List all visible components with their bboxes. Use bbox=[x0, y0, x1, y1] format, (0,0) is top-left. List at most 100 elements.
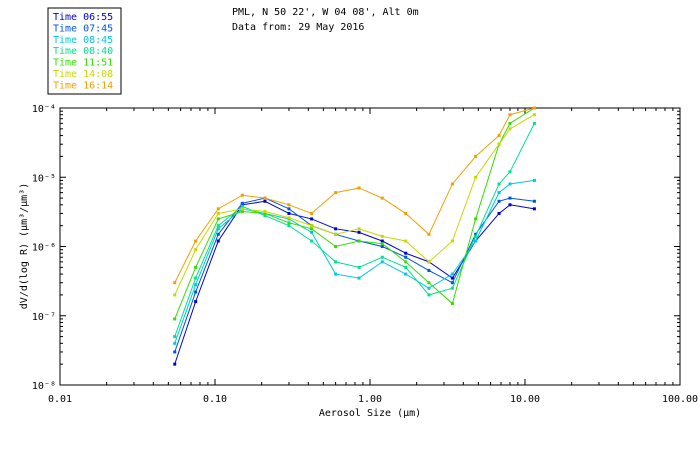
data-point bbox=[497, 142, 501, 146]
series-line-5 bbox=[174, 107, 535, 320]
data-point bbox=[287, 221, 291, 225]
data-point bbox=[427, 286, 431, 290]
data-point bbox=[287, 224, 291, 228]
data-point bbox=[334, 260, 338, 264]
data-point bbox=[474, 175, 478, 179]
data-point bbox=[508, 182, 512, 186]
data-point bbox=[427, 293, 431, 297]
data-point bbox=[357, 239, 361, 243]
data-point bbox=[532, 121, 536, 125]
data-point bbox=[357, 227, 361, 231]
legend-entry: Time 08:45 bbox=[53, 35, 113, 46]
x-tick-label: 10.00 bbox=[510, 394, 540, 405]
y-tick-label: 10⁻⁶ bbox=[32, 243, 56, 254]
data-point bbox=[287, 216, 291, 220]
data-point bbox=[474, 232, 478, 236]
data-point bbox=[310, 211, 314, 215]
data-point bbox=[380, 245, 384, 248]
data-point bbox=[357, 265, 361, 269]
data-point bbox=[173, 293, 177, 297]
x-tick-label: 100.00 bbox=[662, 394, 698, 405]
data-point bbox=[450, 276, 454, 280]
data-point bbox=[404, 251, 408, 255]
legend-entry: Time 06:55 bbox=[53, 12, 113, 23]
data-point bbox=[287, 203, 291, 207]
data-point bbox=[508, 203, 512, 207]
data-point bbox=[427, 232, 431, 236]
y-tick-label: 10⁻⁴ bbox=[32, 104, 56, 115]
data-point bbox=[334, 245, 338, 248]
data-point bbox=[216, 217, 220, 221]
data-point bbox=[287, 211, 291, 215]
y-tick-label: 10⁻⁵ bbox=[32, 173, 56, 184]
data-point bbox=[194, 276, 198, 280]
data-point bbox=[532, 106, 536, 110]
data-point bbox=[508, 113, 512, 117]
data-point bbox=[263, 196, 267, 200]
plot-area bbox=[59, 107, 681, 386]
data-point bbox=[240, 193, 244, 197]
data-point bbox=[380, 234, 384, 238]
data-point bbox=[263, 214, 267, 218]
data-point bbox=[310, 217, 314, 221]
data-point bbox=[497, 199, 501, 203]
chart-subtitle: Data from: 29 May 2016 bbox=[232, 22, 364, 33]
y-tick-label: 10⁻⁸ bbox=[32, 381, 56, 392]
data-point bbox=[173, 335, 177, 339]
x-tick-label: 0.10 bbox=[203, 394, 227, 405]
data-point bbox=[497, 191, 501, 195]
data-point bbox=[310, 239, 314, 243]
data-point bbox=[263, 210, 267, 214]
legend-entry: Time 16:14 bbox=[53, 80, 113, 91]
data-point bbox=[404, 272, 408, 276]
data-point bbox=[357, 276, 361, 280]
data-point bbox=[450, 239, 454, 243]
x-tick-label: 1.00 bbox=[358, 394, 382, 405]
data-point bbox=[404, 211, 408, 215]
data-point bbox=[532, 178, 536, 182]
data-point bbox=[263, 211, 267, 215]
data-point bbox=[194, 283, 198, 287]
series-line-2 bbox=[174, 197, 535, 353]
data-point bbox=[404, 265, 408, 269]
series-line-7 bbox=[174, 107, 535, 283]
y-tick-label: 10⁻⁷ bbox=[32, 312, 56, 323]
data-point bbox=[194, 265, 198, 269]
data-point bbox=[450, 302, 454, 306]
data-point bbox=[532, 199, 536, 203]
data-point bbox=[194, 290, 198, 294]
data-point bbox=[380, 260, 384, 264]
data-point bbox=[532, 113, 536, 117]
data-point bbox=[404, 239, 408, 243]
data-point bbox=[474, 154, 478, 158]
data-point bbox=[450, 272, 454, 276]
y-axis-label: dV/d(log R) (µm³/µm³) bbox=[19, 183, 30, 309]
data-point bbox=[380, 196, 384, 200]
data-point bbox=[508, 170, 512, 174]
data-point bbox=[310, 227, 314, 231]
data-point bbox=[450, 286, 454, 290]
chart-title: PML, N 50 22', W 04 08', Alt 0m bbox=[232, 7, 419, 18]
data-point bbox=[263, 199, 267, 203]
data-point bbox=[450, 182, 454, 186]
data-point bbox=[194, 248, 198, 252]
data-point bbox=[173, 350, 177, 354]
data-point bbox=[474, 239, 478, 243]
data-point bbox=[427, 269, 431, 273]
data-point bbox=[497, 134, 501, 138]
data-point bbox=[497, 211, 501, 215]
data-point bbox=[240, 210, 244, 214]
data-point bbox=[310, 230, 314, 234]
data-point bbox=[310, 224, 314, 228]
x-axis-label: Aerosol Size (µm) bbox=[319, 408, 421, 419]
data-point bbox=[240, 204, 244, 208]
data-point bbox=[334, 272, 338, 276]
data-point bbox=[240, 201, 244, 205]
series-layer bbox=[173, 106, 536, 366]
data-point bbox=[508, 121, 512, 125]
data-point bbox=[532, 207, 536, 211]
data-point bbox=[287, 207, 291, 211]
data-point bbox=[450, 281, 454, 285]
legend-entry: Time 08:40 bbox=[53, 46, 113, 57]
